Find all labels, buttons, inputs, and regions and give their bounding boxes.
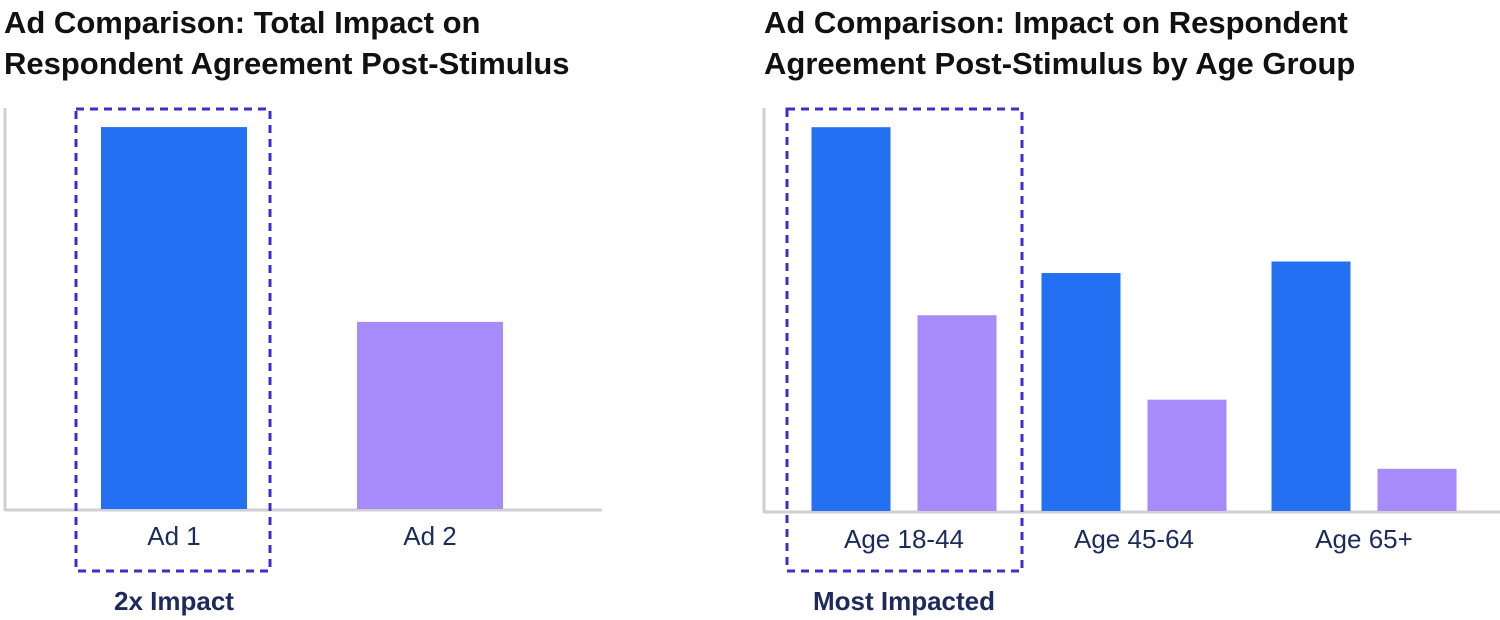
bar	[1377, 468, 1457, 511]
highlight-box	[785, 107, 1024, 573]
x-tick-label: Ad 1	[147, 521, 201, 551]
x-tick-label: Age 18-44	[844, 524, 964, 554]
chart-title: Ad Comparison: Impact on Respondent Agre…	[764, 5, 1356, 81]
bar	[811, 127, 891, 511]
x-tick-label: Ad 2	[403, 521, 457, 551]
annotation: 2x Impact	[114, 586, 234, 616]
x-tick-label: Age 45-64	[1074, 524, 1194, 554]
highlight-box	[74, 107, 272, 573]
bar	[1041, 273, 1121, 511]
x-tick-label: Age 65+	[1315, 524, 1413, 554]
bar	[917, 315, 997, 511]
bar	[357, 321, 503, 509]
chart-title: Ad Comparison: Total Impact on Responden…	[4, 5, 570, 81]
bar	[1271, 261, 1351, 511]
bar	[1147, 399, 1227, 511]
bar	[101, 127, 247, 509]
annotation: Most Impacted	[813, 586, 995, 616]
